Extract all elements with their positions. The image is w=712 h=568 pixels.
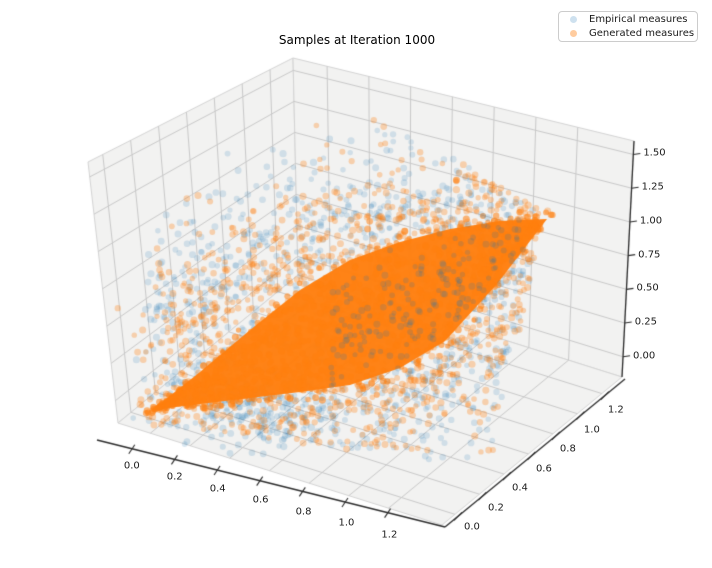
z-tick-label: 0.25 [634, 316, 657, 328]
x-tick-label: 1.0 [338, 517, 355, 529]
y-tick-label: 0.8 [559, 443, 576, 455]
x-tick-label: 0.2 [166, 471, 183, 483]
x-tick-label: 0.4 [209, 483, 226, 495]
x-tick-label: 0.6 [252, 494, 269, 506]
empirical-marker-icon [570, 16, 577, 23]
legend-label-empirical: Empirical measures [589, 13, 688, 25]
y-tick-label: 1.0 [583, 424, 600, 436]
legend-label-generated: Generated measures [589, 27, 695, 39]
y-tick-label: 0.0 [464, 521, 480, 533]
y-tick-label: 0.6 [535, 463, 552, 475]
x-tick-label: 0.8 [295, 506, 312, 518]
x-tick-label: 0.0 [123, 460, 140, 472]
generated-marker-icon [570, 30, 577, 37]
z-tick-label: 1.25 [641, 181, 664, 193]
z-tick-label: 0.75 [638, 249, 661, 261]
y-tick-label: 0.2 [487, 502, 504, 514]
z-tick-label: 1.50 [643, 147, 666, 159]
z-tick-label: 0.00 [633, 350, 656, 362]
z-tick-label: 0.50 [636, 282, 659, 294]
legend-row-generated: Generated measures [559, 27, 697, 41]
legend-box: Empirical measures Generated measures [558, 11, 698, 42]
z-tick-label: 1.00 [639, 215, 663, 227]
y-tick-label: 0.4 [511, 482, 528, 494]
x-tick-label: 1.2 [381, 529, 398, 541]
plot-title: Samples at Iteration 1000 [278, 33, 436, 47]
legend-row-empirical: Empirical measures [559, 13, 697, 27]
y-tick-label: 1.2 [607, 404, 624, 416]
